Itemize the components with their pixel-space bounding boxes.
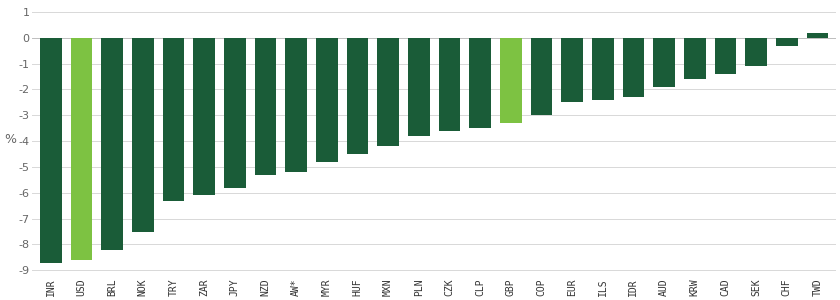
Bar: [316, 38, 338, 162]
Bar: [500, 38, 522, 123]
Bar: [561, 38, 583, 102]
Bar: [408, 38, 429, 136]
Bar: [806, 33, 828, 38]
Bar: [193, 38, 215, 195]
Bar: [654, 38, 675, 87]
Bar: [531, 38, 552, 115]
Bar: [71, 38, 92, 260]
Bar: [745, 38, 767, 66]
Bar: [40, 38, 61, 262]
Bar: [470, 38, 491, 128]
Bar: [224, 38, 245, 188]
Bar: [347, 38, 368, 154]
Bar: [255, 38, 276, 175]
Bar: [776, 38, 797, 46]
Bar: [684, 38, 706, 79]
Bar: [592, 38, 613, 100]
Bar: [377, 38, 399, 146]
Bar: [102, 38, 123, 250]
Y-axis label: %: %: [4, 133, 16, 146]
Bar: [438, 38, 460, 131]
Bar: [622, 38, 644, 97]
Bar: [286, 38, 307, 172]
Bar: [132, 38, 154, 232]
Bar: [163, 38, 184, 200]
Bar: [715, 38, 736, 74]
